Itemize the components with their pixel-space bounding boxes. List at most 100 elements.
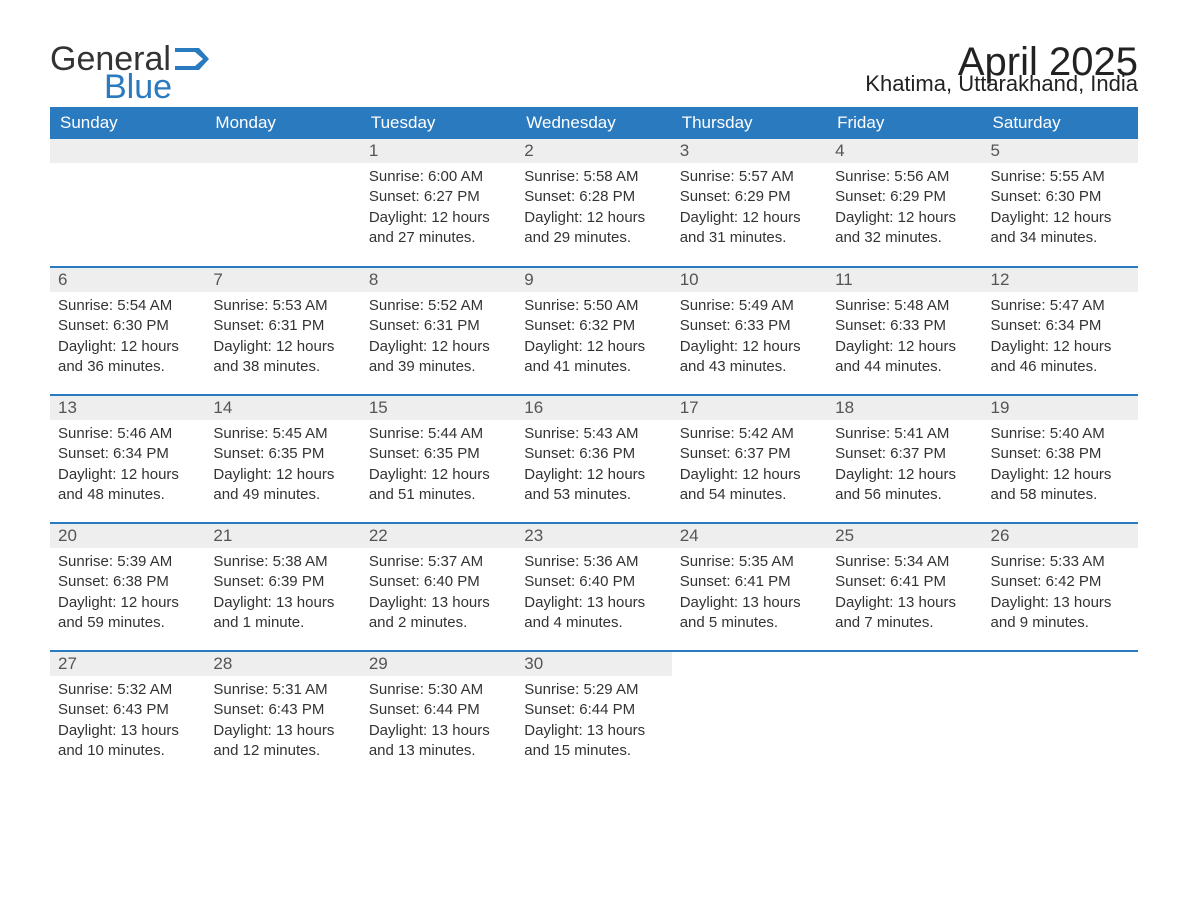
- sunset-line: Sunset: 6:34 PM: [991, 316, 1130, 336]
- sunset-line: Sunset: 6:40 PM: [369, 572, 508, 592]
- daylight-line: Daylight: 13 hours and 10 minutes.: [58, 721, 197, 762]
- day-number: 19: [983, 396, 1138, 420]
- day-body: Sunrise: 5:49 AMSunset: 6:33 PMDaylight:…: [672, 292, 827, 385]
- sunset-line: Sunset: 6:31 PM: [369, 316, 508, 336]
- day-body: Sunrise: 5:39 AMSunset: 6:38 PMDaylight:…: [50, 548, 205, 641]
- calendar-cell: 26Sunrise: 5:33 AMSunset: 6:42 PMDayligh…: [983, 523, 1138, 651]
- sunrise-line: Sunrise: 5:41 AM: [835, 424, 974, 444]
- calendar-cell: 8Sunrise: 5:52 AMSunset: 6:31 PMDaylight…: [361, 267, 516, 395]
- sunset-line: Sunset: 6:37 PM: [680, 444, 819, 464]
- sunrise-line: Sunrise: 5:58 AM: [524, 167, 663, 187]
- calendar-week-row: 27Sunrise: 5:32 AMSunset: 6:43 PMDayligh…: [50, 651, 1138, 779]
- sunset-line: Sunset: 6:41 PM: [835, 572, 974, 592]
- daylight-line: Daylight: 12 hours and 32 minutes.: [835, 208, 974, 249]
- daylight-line: Daylight: 13 hours and 12 minutes.: [213, 721, 352, 762]
- daylight-line: Daylight: 12 hours and 31 minutes.: [680, 208, 819, 249]
- day-body: Sunrise: 5:31 AMSunset: 6:43 PMDaylight:…: [205, 676, 360, 769]
- sunrise-line: Sunrise: 5:31 AM: [213, 680, 352, 700]
- sunrise-line: Sunrise: 5:33 AM: [991, 552, 1130, 572]
- day-body: Sunrise: 5:52 AMSunset: 6:31 PMDaylight:…: [361, 292, 516, 385]
- calendar-cell: [50, 139, 205, 267]
- calendar-cell: 21Sunrise: 5:38 AMSunset: 6:39 PMDayligh…: [205, 523, 360, 651]
- sunrise-line: Sunrise: 5:36 AM: [524, 552, 663, 572]
- calendar-cell: 10Sunrise: 5:49 AMSunset: 6:33 PMDayligh…: [672, 267, 827, 395]
- day-body: Sunrise: 5:48 AMSunset: 6:33 PMDaylight:…: [827, 292, 982, 385]
- daylight-line: Daylight: 13 hours and 13 minutes.: [369, 721, 508, 762]
- daylight-line: Daylight: 13 hours and 1 minute.: [213, 593, 352, 634]
- day-body: Sunrise: 5:41 AMSunset: 6:37 PMDaylight:…: [827, 420, 982, 513]
- daylight-line: Daylight: 12 hours and 44 minutes.: [835, 337, 974, 378]
- day-number: 2: [516, 139, 671, 163]
- calendar-cell: 5Sunrise: 5:55 AMSunset: 6:30 PMDaylight…: [983, 139, 1138, 267]
- sunrise-line: Sunrise: 5:40 AM: [991, 424, 1130, 444]
- calendar-table: SundayMondayTuesdayWednesdayThursdayFrid…: [50, 107, 1138, 779]
- sunset-line: Sunset: 6:43 PM: [58, 700, 197, 720]
- calendar-cell: 24Sunrise: 5:35 AMSunset: 6:41 PMDayligh…: [672, 523, 827, 651]
- calendar-cell: 3Sunrise: 5:57 AMSunset: 6:29 PMDaylight…: [672, 139, 827, 267]
- day-number: 12: [983, 268, 1138, 292]
- sunset-line: Sunset: 6:35 PM: [369, 444, 508, 464]
- sunrise-line: Sunrise: 5:30 AM: [369, 680, 508, 700]
- calendar-cell: 4Sunrise: 5:56 AMSunset: 6:29 PMDaylight…: [827, 139, 982, 267]
- day-body: Sunrise: 5:50 AMSunset: 6:32 PMDaylight:…: [516, 292, 671, 385]
- day-number: 15: [361, 396, 516, 420]
- calendar-cell: 28Sunrise: 5:31 AMSunset: 6:43 PMDayligh…: [205, 651, 360, 779]
- daylight-line: Daylight: 12 hours and 48 minutes.: [58, 465, 197, 506]
- day-body: Sunrise: 5:53 AMSunset: 6:31 PMDaylight:…: [205, 292, 360, 385]
- day-number: 28: [205, 652, 360, 676]
- sunset-line: Sunset: 6:31 PM: [213, 316, 352, 336]
- day-body: Sunrise: 5:40 AMSunset: 6:38 PMDaylight:…: [983, 420, 1138, 513]
- sunrise-line: Sunrise: 5:29 AM: [524, 680, 663, 700]
- daylight-line: Daylight: 12 hours and 59 minutes.: [58, 593, 197, 634]
- sunset-line: Sunset: 6:27 PM: [369, 187, 508, 207]
- sunrise-line: Sunrise: 5:44 AM: [369, 424, 508, 444]
- sunrise-line: Sunrise: 5:43 AM: [524, 424, 663, 444]
- daylight-line: Daylight: 12 hours and 39 minutes.: [369, 337, 508, 378]
- calendar-cell: [983, 651, 1138, 779]
- day-number: 10: [672, 268, 827, 292]
- sunset-line: Sunset: 6:43 PM: [213, 700, 352, 720]
- daylight-line: Daylight: 12 hours and 51 minutes.: [369, 465, 508, 506]
- daylight-line: Daylight: 13 hours and 7 minutes.: [835, 593, 974, 634]
- day-body: Sunrise: 5:58 AMSunset: 6:28 PMDaylight:…: [516, 163, 671, 256]
- daylight-line: Daylight: 12 hours and 29 minutes.: [524, 208, 663, 249]
- sunrise-line: Sunrise: 5:55 AM: [991, 167, 1130, 187]
- daylight-line: Daylight: 12 hours and 49 minutes.: [213, 465, 352, 506]
- day-body: Sunrise: 6:00 AMSunset: 6:27 PMDaylight:…: [361, 163, 516, 256]
- calendar-cell: 14Sunrise: 5:45 AMSunset: 6:35 PMDayligh…: [205, 395, 360, 523]
- sunset-line: Sunset: 6:41 PM: [680, 572, 819, 592]
- day-number: 3: [672, 139, 827, 163]
- daylight-line: Daylight: 12 hours and 58 minutes.: [991, 465, 1130, 506]
- daylight-line: Daylight: 12 hours and 53 minutes.: [524, 465, 663, 506]
- day-body: Sunrise: 5:33 AMSunset: 6:42 PMDaylight:…: [983, 548, 1138, 641]
- sunset-line: Sunset: 6:28 PM: [524, 187, 663, 207]
- sunrise-line: Sunrise: 5:38 AM: [213, 552, 352, 572]
- day-number: 26: [983, 524, 1138, 548]
- day-number: 17: [672, 396, 827, 420]
- daylight-line: Daylight: 13 hours and 4 minutes.: [524, 593, 663, 634]
- sunset-line: Sunset: 6:44 PM: [524, 700, 663, 720]
- flag-icon: [175, 40, 209, 79]
- weekday-header: Saturday: [983, 107, 1138, 139]
- sunrise-line: Sunrise: 5:46 AM: [58, 424, 197, 444]
- daylight-line: Daylight: 13 hours and 15 minutes.: [524, 721, 663, 762]
- daylight-line: Daylight: 13 hours and 5 minutes.: [680, 593, 819, 634]
- day-body: Sunrise: 5:47 AMSunset: 6:34 PMDaylight:…: [983, 292, 1138, 385]
- day-body: Sunrise: 5:42 AMSunset: 6:37 PMDaylight:…: [672, 420, 827, 513]
- sunset-line: Sunset: 6:38 PM: [58, 572, 197, 592]
- day-number-empty: [50, 139, 205, 163]
- day-body: Sunrise: 5:38 AMSunset: 6:39 PMDaylight:…: [205, 548, 360, 641]
- sunset-line: Sunset: 6:35 PM: [213, 444, 352, 464]
- sunset-line: Sunset: 6:29 PM: [680, 187, 819, 207]
- daylight-line: Daylight: 13 hours and 9 minutes.: [991, 593, 1130, 634]
- day-body: Sunrise: 5:57 AMSunset: 6:29 PMDaylight:…: [672, 163, 827, 256]
- daylight-line: Daylight: 12 hours and 41 minutes.: [524, 337, 663, 378]
- day-body: Sunrise: 5:34 AMSunset: 6:41 PMDaylight:…: [827, 548, 982, 641]
- sunset-line: Sunset: 6:33 PM: [680, 316, 819, 336]
- calendar-cell: 15 Sunrise: 5:44 AMSunset: 6:35 PMDayligh…: [361, 395, 516, 523]
- daylight-line: Daylight: 12 hours and 27 minutes.: [369, 208, 508, 249]
- sunset-line: Sunset: 6:42 PM: [991, 572, 1130, 592]
- day-number: 4: [827, 139, 982, 163]
- calendar-cell: 6Sunrise: 5:54 AMSunset: 6:30 PMDaylight…: [50, 267, 205, 395]
- calendar-cell: 30Sunrise: 5:29 AMSunset: 6:44 PMDayligh…: [516, 651, 671, 779]
